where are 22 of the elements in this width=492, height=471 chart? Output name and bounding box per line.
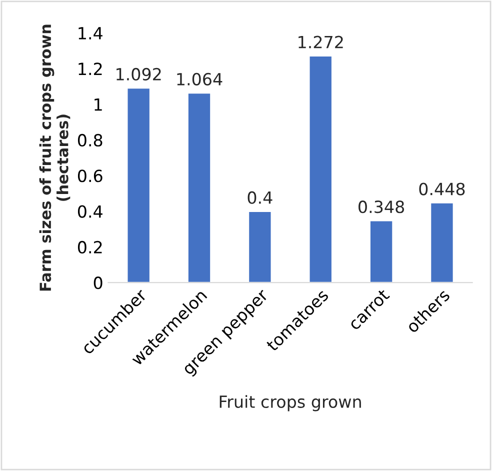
bar [187, 92, 212, 283]
y-tick-label: 0.8 [78, 134, 102, 147]
data-label: 1.064 [177, 72, 222, 86]
y-tick-label: 0.2 [78, 240, 102, 254]
y-tick-label: 0.6 [78, 170, 102, 182]
y-tick-label: 0 [94, 276, 102, 290]
data-label: 1.272 [298, 36, 343, 48]
y-tick-label: 0.4 [78, 205, 102, 218]
bar [369, 220, 394, 283]
bar [248, 210, 272, 283]
data-label: 1.092 [116, 68, 161, 80]
data-label: 0.4 [248, 191, 272, 204]
y-axis-title: Farm sizes of fruit crops grown (hectares) [39, 24, 70, 291]
bar [430, 202, 454, 283]
bar [308, 55, 333, 283]
data-label: 0.448 [419, 182, 465, 196]
x-axis-title: Fruit crops grown [220, 395, 361, 412]
y-tick-label: 1.4 [78, 27, 102, 40]
bar [126, 87, 151, 283]
y-tick-label: 1.2 [78, 62, 102, 75]
y-tick-label: 1 [94, 98, 102, 111]
data-label: 0.348 [358, 200, 404, 214]
